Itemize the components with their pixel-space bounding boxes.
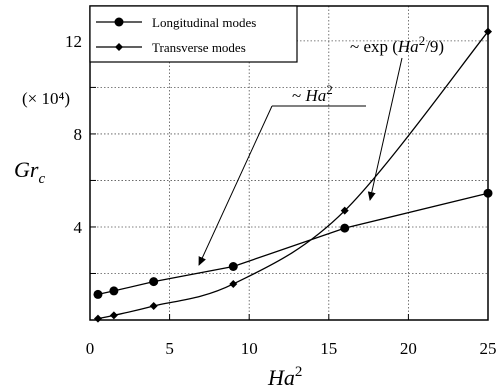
transverse-modes-point [93, 314, 102, 323]
x-tick-label: 5 [165, 339, 174, 358]
y-scale-label: (× 10⁴) [22, 89, 70, 108]
longitudinal-modes-point [149, 277, 159, 287]
legend-box [89, 5, 298, 63]
transverse-modes-point [484, 27, 492, 36]
y-tick-label: 8 [74, 125, 83, 144]
x-axis: 0 5 10 15 20 25 [86, 314, 497, 358]
longitudinal-modes-point [109, 286, 119, 296]
annotations: ~ Ha2 ~ exp (Ha2/9) [198, 33, 444, 266]
longitudinal-modes-point [340, 223, 350, 233]
series-layer [93, 27, 493, 323]
longitudinal-modes-point [228, 262, 238, 272]
annotation-ha2: ~ Ha2 [292, 82, 333, 105]
x-axis-title: Ha2 [267, 364, 302, 389]
x-tick-label: 25 [480, 339, 497, 358]
legend-label-longitudinal-modes: Longitudinal modes [152, 15, 256, 30]
legend-marker-transverse-modes [115, 43, 123, 51]
transverse-modes-line [97, 31, 489, 320]
annotation-exp-arrow [367, 57, 403, 201]
transverse-modes-point [149, 302, 158, 311]
x-tick-label: 0 [86, 339, 95, 358]
y-axis: 4 8 12 [65, 32, 96, 274]
x-tick-label: 15 [320, 339, 337, 358]
legend: Longitudinal modes Transverse modes [89, 5, 298, 63]
transverse-modes-point [340, 206, 349, 215]
y-tick-label: 4 [74, 218, 83, 237]
annotation-exp: ~ exp (Ha2/9) [350, 33, 444, 56]
x-tick-label: 10 [241, 339, 258, 358]
y-axis-title: Grc [14, 157, 45, 187]
longitudinal-modes-point [483, 188, 493, 198]
x-tick-label: 20 [400, 339, 417, 358]
transverse-modes-point [229, 279, 238, 288]
transverse-modes-point [109, 311, 118, 320]
y-tick-label: 12 [65, 32, 82, 51]
legend-marker-longitudinal-modes [114, 17, 124, 27]
annotation-ha2-arrow [198, 105, 273, 266]
legend-label-transverse-modes: Transverse modes [152, 40, 246, 55]
longitudinal-modes-point [93, 289, 103, 299]
